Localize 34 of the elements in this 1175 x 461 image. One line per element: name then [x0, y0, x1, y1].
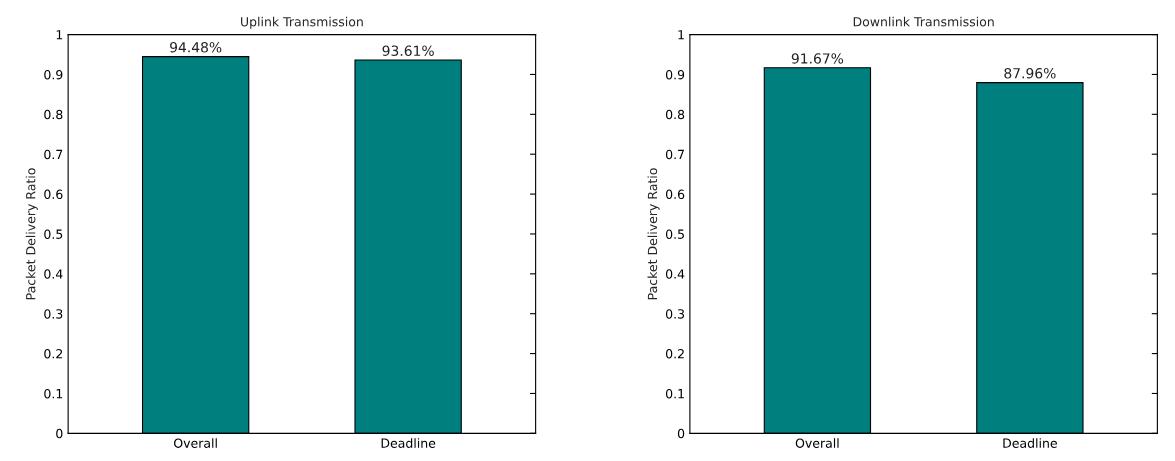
y-tick-label: 0.1: [44, 388, 63, 399]
data-label: 87.96%: [1004, 68, 1056, 79]
y-tick-label: 0.7: [44, 149, 63, 160]
data-label: 94.48%: [170, 42, 222, 53]
y-tick-label: 0.8: [665, 109, 685, 120]
y-tick-label: 0: [56, 428, 63, 439]
x-tick-label: Overall: [795, 438, 839, 448]
y-tick-label: 0.2: [665, 349, 684, 359]
y-tick-label: 0: [677, 428, 685, 439]
y-tick-label: 0.6: [44, 189, 63, 200]
y-tick-label: 0.8: [44, 109, 63, 120]
data-label: 91.67%: [791, 53, 844, 64]
y-axis-title: Packet Delivery Ratio: [647, 168, 660, 300]
x-tick-label: Deadline: [1003, 438, 1057, 448]
y-tick-label: 0.9: [44, 69, 63, 80]
chart-title: Uplink Transmission: [241, 16, 363, 29]
y-tick-label: 0.4: [665, 269, 685, 279]
y-tick-label: 0.1: [665, 388, 684, 399]
chart-title: Downlink Transmission: [853, 16, 994, 27]
y-tick-label: 0.5: [665, 229, 684, 239]
y-tick-label: 0.4: [44, 269, 63, 279]
x-tick-label: Overall: [174, 438, 217, 448]
data-label: 93.61%: [382, 45, 434, 56]
y-tick-label: 1: [678, 30, 684, 40]
y-axis-title: Packet Delivery Ratio: [25, 168, 38, 300]
y-tick-label: 0.5: [44, 229, 63, 239]
y-tick-label: 0.2: [44, 349, 63, 359]
x-tick-label: Deadline: [381, 438, 436, 448]
y-tick-label: 0.3: [665, 309, 685, 319]
y-tick-label: 0.6: [665, 189, 685, 200]
y-tick-label: 0.3: [44, 309, 63, 319]
y-tick-label: 1: [56, 30, 63, 40]
y-tick-label: 0.7: [665, 149, 684, 160]
y-tick-label: 0.9: [665, 69, 685, 80]
